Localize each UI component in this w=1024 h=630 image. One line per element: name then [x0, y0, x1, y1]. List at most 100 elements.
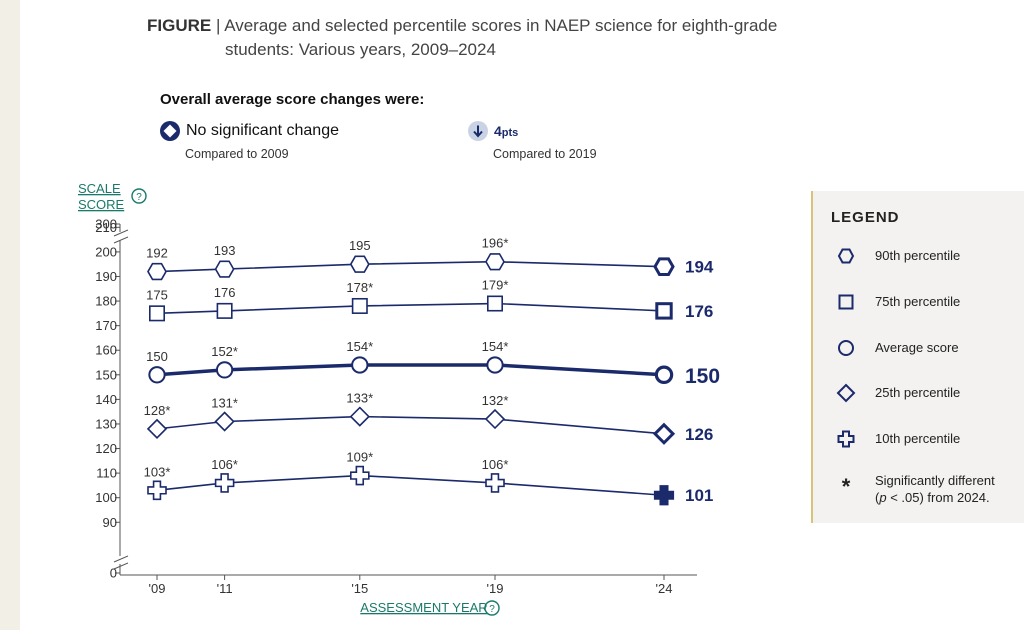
data-point-cross-2024: [653, 485, 675, 506]
y-tick-label: 200: [95, 244, 117, 259]
data-point-circle: [486, 356, 504, 374]
data-label: 131*: [211, 396, 238, 411]
series-cross: 103* 106* 109* 106* 101: [144, 450, 713, 506]
asterisk-icon: *: [841, 474, 851, 499]
x-axis: '09 '11 '15 '19 '24: [120, 574, 697, 596]
y-tick-label: 300: [95, 217, 117, 232]
data-point-square: [216, 302, 233, 319]
legend-item-75th: 75th percentile: [833, 289, 960, 315]
legend-label-significance: Significantly different (p < .05) from 20…: [875, 473, 995, 505]
no-change-text: No significant change: [186, 122, 339, 139]
data-point-cross: [485, 473, 505, 493]
data-label: 152*: [211, 344, 238, 359]
data-point-square-2024: [655, 302, 673, 320]
x-axis-label: ASSESSMENT YEAR: [360, 600, 487, 615]
significance-line1: Significantly different: [875, 473, 995, 488]
diamond-icon: [833, 380, 859, 406]
data-point-square: [149, 305, 166, 322]
series-line: [156, 415, 665, 435]
data-label-2024: 194: [685, 258, 714, 277]
data-label: 195: [349, 238, 371, 253]
series-hexagon: 192 193 195 196* 194: [146, 236, 714, 281]
data-point-square: [486, 295, 503, 312]
figure-title-line1: Average and selected percentile scores i…: [224, 16, 778, 35]
data-point-hexagon: [214, 260, 235, 278]
data-point-hexagon-2024: [653, 257, 675, 276]
y-axis-label-line1: SCALE: [78, 181, 121, 196]
y-axis-help-icon[interactable]: ?: [131, 188, 147, 204]
series-square: 175 176 178* 179* 176: [146, 278, 713, 322]
data-point-hexagon: [147, 262, 167, 281]
y-tick-label: 0: [110, 566, 117, 581]
data-point-circle: [148, 366, 166, 384]
legend-label-average: Average score: [875, 340, 959, 355]
page-side-bar: [0, 0, 20, 630]
arrow-down-icon: [468, 121, 488, 141]
x-tick-label: '09: [149, 581, 166, 596]
x-axis-help-icon[interactable]: ?: [484, 600, 500, 616]
data-point-circle: [351, 356, 369, 374]
legend-item-90th: 90th percentile: [833, 243, 960, 269]
y-tick-label: 170: [95, 318, 117, 333]
legend-item-significance: * Significantly different (p < .05) from …: [833, 468, 995, 506]
legend-panel: LEGEND 90th percentile 75th percentile A…: [811, 191, 1024, 523]
y-tick-label: 100: [95, 490, 117, 505]
data-label-2024: 150: [685, 365, 720, 388]
data-label: 179*: [482, 278, 509, 293]
y-axis-break-top-b: [113, 236, 129, 244]
figure-title: FIGURE | Average and selected percentile…: [147, 14, 867, 62]
data-point-hexagon: [349, 255, 370, 273]
y-tick-label: 150: [95, 367, 117, 382]
data-point-diamond: [349, 406, 370, 427]
series-line: [156, 302, 665, 315]
data-label: 106*: [211, 457, 238, 472]
figure-title-line2: students: Various years, 2009–2024: [225, 40, 496, 59]
no-change-icon: [160, 121, 180, 141]
x-tick-label: '15: [351, 581, 368, 596]
y-axis-break-bottom-a: [113, 555, 129, 563]
data-point-diamond-2024: [652, 422, 676, 445]
x-tick-label: '24: [656, 581, 673, 596]
data-label-2024: 126: [685, 425, 713, 444]
square-icon: [833, 289, 859, 315]
series-circle: 150 152* 154* 154* 150: [146, 339, 720, 388]
y-axis-label-line2: SCORE: [78, 197, 125, 212]
y-tick-label: 210: [95, 220, 117, 235]
summary-decrease: 4pts Compared to 2019: [468, 121, 597, 161]
legend-label-25th: 25th percentile: [875, 385, 961, 400]
legend-item-average: Average score: [833, 335, 959, 361]
hexagon-icon: [833, 243, 859, 269]
data-label: 132*: [482, 393, 509, 408]
y-tick-label: 190: [95, 269, 117, 284]
data-label: 178*: [346, 280, 373, 295]
summary-no-change: No significant change Compared to 2009: [160, 121, 339, 161]
x-axis-help-glyph: ?: [489, 604, 495, 615]
data-point-diamond: [214, 411, 235, 432]
data-label: 154*: [346, 339, 373, 354]
series-diamond: 128* 131* 133* 132* 126: [144, 391, 713, 445]
data-point-diamond: [146, 418, 168, 440]
data-label: 106*: [482, 457, 509, 472]
y-axis-break-top-a: [113, 229, 129, 237]
data-label: 133*: [346, 391, 373, 406]
data-label: 176: [214, 285, 236, 300]
y-axis-help-glyph: ?: [136, 192, 142, 203]
line-chart: SCALE SCORE ? 0 90 100 110 120 130 140 150 160 17…: [78, 181, 720, 616]
no-change-comparison: Compared to 2009: [185, 147, 289, 161]
data-label: 109*: [346, 450, 373, 465]
x-tick-label: '19: [487, 581, 504, 596]
legend-label-75th: 75th percentile: [875, 294, 961, 309]
decrease-unit: pts: [501, 127, 519, 139]
data-point-circle-2024: [654, 365, 674, 385]
figure-label: FIGURE: [147, 16, 212, 35]
y-axis-break-bottom-b: [113, 562, 129, 570]
data-point-cross: [214, 473, 235, 493]
y-tick-label: 140: [95, 392, 117, 407]
data-point-square: [351, 297, 368, 314]
data-label: 150: [146, 349, 168, 364]
legend-item-10th: 10th percentile: [833, 426, 960, 452]
data-point-cross: [349, 465, 370, 486]
data-point-cross: [147, 480, 167, 501]
data-label: 154*: [482, 339, 509, 354]
legend-title: LEGEND: [831, 209, 900, 226]
